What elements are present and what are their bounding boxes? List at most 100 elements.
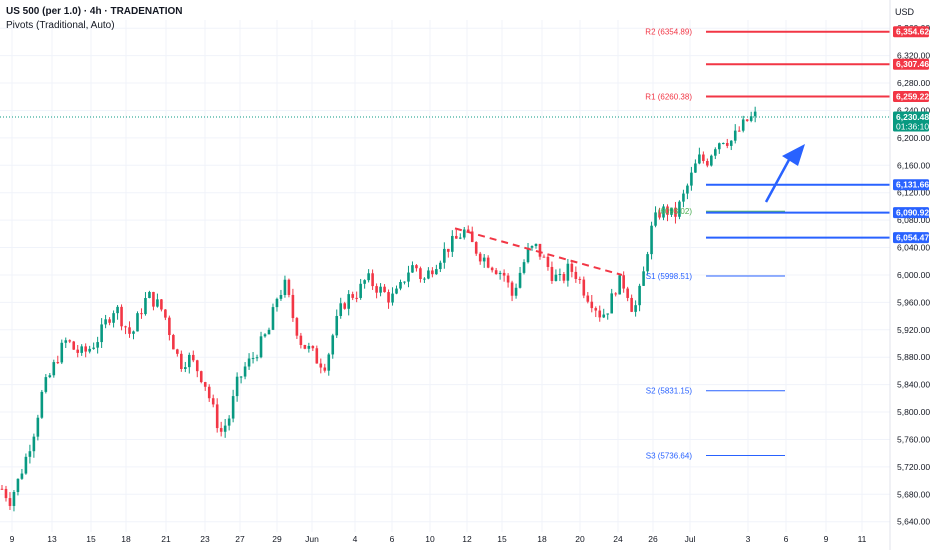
candle-body (502, 272, 506, 276)
candle-body (682, 193, 685, 202)
candle-body (650, 225, 653, 255)
candle-body (698, 154, 701, 164)
time-tick-label: 6 (390, 534, 395, 544)
time-tick-label: 13 (47, 534, 57, 544)
candle-body (570, 263, 574, 272)
resistance-trendline (454, 227, 623, 276)
time-tick-label: 9 (824, 534, 829, 544)
time-tick-label: 12 (462, 534, 472, 544)
candle-body (16, 478, 20, 492)
time-axis: 9 13 15 18 21 23 27 29 Jun 4 6 10 12 15 18 20 24 26 Jul 3 6 9… (10, 534, 867, 544)
candle-body (199, 371, 203, 383)
candle-body (435, 269, 438, 275)
candle-body (112, 313, 115, 323)
candle-body (419, 268, 422, 279)
bullish-arrow-head (782, 144, 805, 166)
candle-body (478, 253, 482, 262)
candle-body (36, 417, 40, 437)
pivot-axis-tag (893, 58, 929, 70)
candle-body (674, 207, 677, 217)
candle-body (415, 265, 418, 269)
candle-body (128, 327, 131, 334)
candle-body (116, 306, 119, 314)
candle-body (275, 298, 279, 308)
candle-body (534, 243, 538, 247)
currency-label: USD (894, 7, 914, 17)
candle-body (550, 266, 554, 281)
candle-body (251, 358, 255, 360)
time-tick-label: 9 (10, 534, 15, 544)
candle-body (706, 160, 709, 166)
candle-body (307, 345, 311, 349)
price-tick-label: 5,640.00 (897, 517, 930, 527)
price-tick-label: 6,320.00 (897, 51, 930, 61)
candle-body (347, 294, 350, 309)
candle-body (231, 396, 235, 419)
candle-body (399, 282, 402, 289)
price-tick-label: 5,800.00 (897, 407, 930, 417)
candle-body (666, 206, 669, 215)
candle-body (454, 235, 458, 239)
pivot-label-r1: R1 (6260.38) (645, 93, 692, 102)
candle-body (64, 340, 68, 343)
candle-body (626, 288, 629, 298)
support-axis-tag-text: 6,131.66 (896, 180, 929, 190)
candle-body (148, 291, 151, 299)
candle-body (68, 340, 72, 342)
candle-body (562, 274, 566, 281)
current-price-tag (893, 111, 929, 132)
candle-body (187, 354, 191, 368)
candle-body (124, 326, 127, 328)
price-tick-label: 6,200.00 (897, 133, 930, 143)
time-tick-label: 10 (425, 534, 435, 544)
candle-body (427, 270, 430, 279)
symbol-title: US 500 (per 1.0) · 4h · TRADENATION (6, 6, 183, 17)
candle-body (60, 342, 64, 363)
candle-body (574, 271, 578, 279)
candle-body (32, 436, 36, 452)
candle-body (295, 318, 299, 336)
time-tick-label: 26 (648, 534, 658, 544)
time-tick-label: 6 (784, 534, 789, 544)
candle-body (283, 279, 287, 295)
candle-body (180, 353, 183, 369)
price-tick-label: 5,680.00 (897, 489, 930, 499)
candle-body (546, 256, 550, 267)
candle-body (72, 341, 76, 350)
time-tick-label: 15 (497, 534, 507, 544)
candle-body (319, 363, 323, 368)
candle-body (590, 301, 594, 309)
candle-body (498, 272, 502, 275)
time-tick-label: 20 (575, 534, 585, 544)
candle-body (462, 229, 466, 238)
candle-body (12, 491, 16, 506)
pivot-axis-tag-text: 6,259.22 (896, 92, 929, 102)
candle-body (379, 286, 382, 293)
candle-body (88, 348, 91, 352)
candle-body (271, 307, 275, 330)
candle-body (558, 274, 562, 276)
candle-body (343, 303, 347, 309)
candle-body (76, 349, 80, 353)
candle-body (44, 377, 48, 392)
support-axis-tag (893, 207, 929, 219)
candle-body (702, 154, 705, 161)
candle-body (443, 248, 446, 263)
candle-body (203, 382, 207, 387)
candle-body (710, 155, 713, 166)
candle-body (725, 142, 729, 146)
candle-body (367, 273, 370, 281)
candle-body (84, 346, 87, 352)
candle-body (259, 336, 263, 358)
candle-body (522, 262, 526, 273)
candle-body (172, 335, 175, 350)
candle-body (678, 201, 681, 217)
candle-body (8, 498, 12, 506)
candle-body (753, 111, 757, 117)
candle-body (92, 347, 95, 349)
candle-body (239, 376, 243, 378)
candle-body (303, 344, 307, 349)
candle-body (80, 346, 83, 353)
